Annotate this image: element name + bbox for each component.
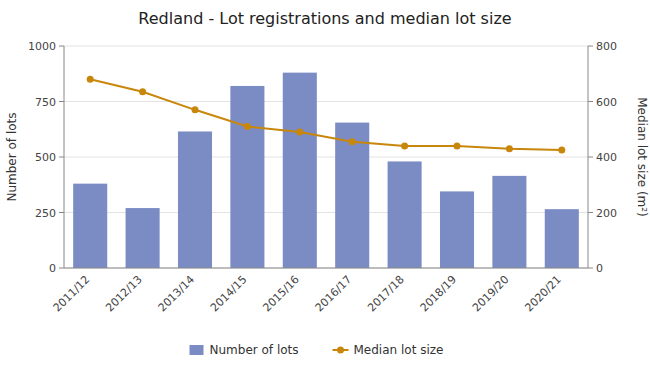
plot-area [73,73,579,268]
tick-label: 750 [35,96,56,109]
grid-line [64,46,588,47]
tick-mark [588,268,593,269]
legend-label: Number of lots [210,343,299,357]
point [244,123,251,130]
tick-label: 0 [49,262,56,275]
tick-label: 2014/15 [208,273,250,315]
tick-label: 2012/13 [103,273,145,315]
grid-line [64,101,588,102]
axis-line [64,268,588,269]
chart: Redland - Lot registrations and median l… [0,0,650,366]
tick-label: 250 [35,207,56,220]
tick-label: 2016/17 [313,273,355,315]
tick-mark [588,212,593,213]
point [401,142,408,149]
bar [492,176,526,268]
tick-mark [59,212,64,213]
axis-label: Number of lots [5,112,19,201]
tick-label: 2017/18 [365,273,407,315]
point [139,88,146,95]
point [192,106,199,113]
bar [283,73,317,268]
tick-label: 2018/19 [418,273,460,315]
point [506,145,513,152]
tick-label: 600 [596,96,617,109]
grid-line [64,157,588,158]
tick-label: 500 [35,151,56,164]
tick-label: 2011/12 [51,273,93,315]
grid-line [64,268,588,269]
tick-label: 2019/20 [470,273,512,315]
tick-label: 2020/21 [522,273,564,315]
legend-swatch [337,347,344,354]
bar [440,191,474,268]
point [558,147,565,154]
legend: Number of lots Median lot size [190,343,444,357]
point [296,129,303,136]
tick-mark [588,46,593,47]
tick-mark [588,157,593,158]
axis-label: Median lot size (m²) [635,97,649,217]
axis-line [588,46,589,268]
point [349,138,356,145]
tick-label: 200 [596,207,617,220]
tick-mark [59,101,64,102]
bar [388,161,422,268]
title: Redland - Lot registrations and median l… [138,9,511,28]
line [90,79,562,150]
tick-label: 1000 [28,40,56,53]
point [454,142,461,149]
tick-label: 400 [596,151,617,164]
bar [73,184,107,268]
bar [126,208,160,268]
legend-label: Median lot size [354,343,444,357]
tick-label: 0 [596,262,603,275]
point [87,76,94,83]
bar [230,86,264,268]
tick-label: 800 [596,40,617,53]
legend-swatch [190,345,204,355]
axis-line [64,46,65,268]
bar [545,209,579,268]
axes: 0 250 500 750 1000 0 200 400 600 800 [28,40,617,275]
tick-label: 2015/16 [260,273,302,315]
tick-label: 2013/14 [156,273,198,315]
tick-mark [59,157,64,158]
bar [335,123,369,268]
tick-mark [588,101,593,102]
tick-mark [59,268,64,269]
bar [178,131,212,268]
tick-mark [59,46,64,47]
